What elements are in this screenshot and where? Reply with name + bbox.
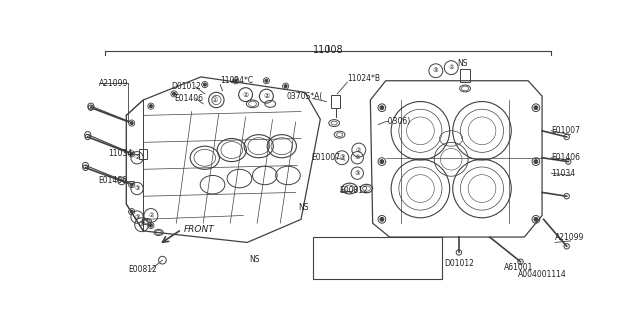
Circle shape [172, 92, 175, 95]
Text: E01406: E01406 [551, 153, 580, 162]
Bar [331, 95, 340, 108]
Circle shape [149, 224, 152, 227]
Text: D01012: D01012 [444, 259, 474, 268]
Bar [312, 237, 442, 279]
Text: -0306): -0306) [386, 117, 411, 126]
Circle shape [130, 210, 133, 213]
Text: ①: ① [212, 97, 218, 103]
Text: 11034: 11034 [551, 169, 575, 178]
Text: ③: ③ [134, 214, 140, 220]
Text: 0370S*B (   -0306): 0370S*B ( -0306) [331, 256, 402, 265]
Text: ②: ② [148, 213, 154, 218]
Circle shape [380, 160, 384, 164]
Text: ③: ③ [339, 155, 345, 160]
Circle shape [204, 83, 206, 86]
Text: ③: ③ [134, 186, 140, 191]
Circle shape [284, 84, 287, 88]
Text: ②: ② [243, 92, 249, 98]
Text: E00812: E00812 [128, 265, 157, 274]
Circle shape [130, 122, 133, 124]
Circle shape [130, 152, 133, 156]
Text: ③: ③ [355, 171, 360, 176]
Circle shape [534, 217, 538, 221]
Text: 1: 1 [319, 245, 324, 251]
Text: E01007: E01007 [311, 153, 340, 162]
Circle shape [534, 106, 538, 110]
Text: A21099: A21099 [99, 78, 128, 88]
Text: 11021*B: 11021*B [368, 246, 401, 255]
Text: E01406: E01406 [99, 176, 127, 185]
Text: E01007: E01007 [551, 126, 580, 135]
Text: 11024*A: 11024*A [331, 268, 364, 277]
Text: 0370S*A(: 0370S*A( [287, 92, 323, 101]
Text: 0370S*B: 0370S*B [331, 243, 364, 252]
Text: NS: NS [250, 255, 260, 264]
Circle shape [265, 79, 268, 82]
Circle shape [380, 106, 384, 110]
Circle shape [130, 183, 133, 186]
Circle shape [149, 105, 152, 108]
Circle shape [534, 160, 538, 164]
Text: 2: 2 [319, 257, 324, 263]
Text: FRONT: FRONT [184, 225, 215, 234]
Text: ②: ② [134, 155, 140, 160]
Text: E01406: E01406 [174, 94, 203, 103]
Text: 11008: 11008 [313, 44, 343, 54]
Text: NS: NS [458, 59, 468, 68]
Text: ②: ② [263, 93, 269, 99]
Text: A61001: A61001 [504, 263, 533, 272]
Text: E00812: E00812 [340, 186, 368, 195]
Text: 3: 3 [319, 269, 324, 276]
Text: ②: ② [356, 148, 362, 153]
Text: 11024*C: 11024*C [220, 76, 253, 85]
Text: 11034: 11034 [109, 149, 132, 158]
Text: NS: NS [299, 203, 309, 212]
Text: ③: ③ [139, 222, 145, 227]
Text: A21099: A21099 [555, 233, 584, 242]
Text: D01012: D01012 [171, 83, 201, 92]
Bar [140, 148, 147, 159]
Circle shape [380, 217, 384, 221]
Text: 11024*B: 11024*B [348, 74, 380, 83]
Text: ②: ② [355, 155, 360, 160]
Bar [460, 69, 470, 82]
Text: ②: ② [449, 65, 454, 70]
Text: A004001114: A004001114 [518, 270, 566, 279]
Circle shape [234, 79, 237, 82]
Text: ③: ③ [433, 68, 438, 73]
